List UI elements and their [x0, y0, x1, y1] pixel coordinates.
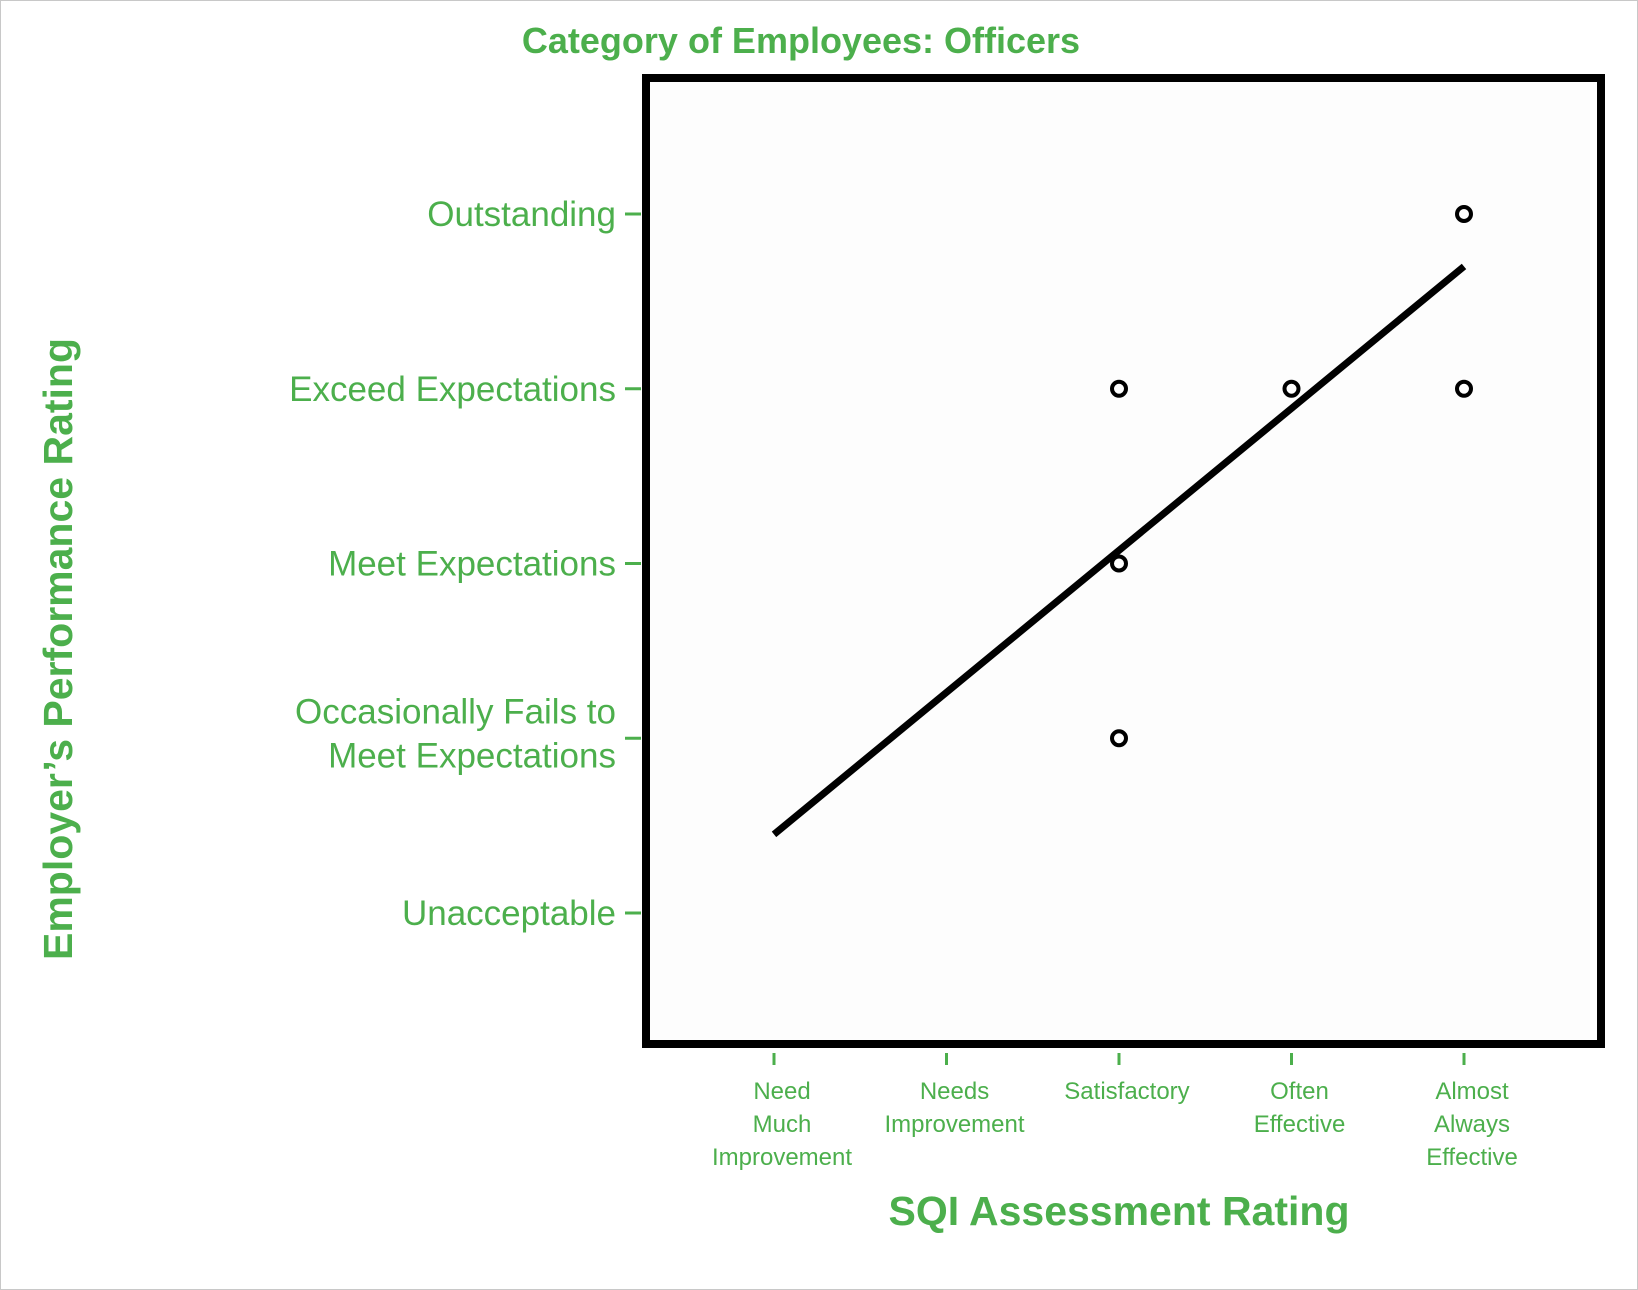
x-tick-label: Effective: [1254, 1111, 1346, 1138]
data-point: [1110, 729, 1128, 748]
y-tick-label: Unacceptable: [402, 894, 616, 933]
data-point: [1455, 379, 1473, 398]
data-point: [1282, 379, 1301, 398]
y-axis-ticks: Unacceptable Occasionally Fails to Meet Ex…: [289, 195, 641, 933]
y-axis-title: Employer’s Performance Rating: [35, 338, 81, 960]
x-tick-label: Always: [1434, 1111, 1510, 1138]
chart-title: Category of Employees: Officers: [522, 20, 1080, 61]
x-tick-label: Often: [1270, 1078, 1329, 1105]
data-points: [1110, 205, 1473, 748]
x-tick-label: Need: [753, 1078, 810, 1105]
data-point: [1455, 205, 1473, 223]
x-tick-label: Needs: [920, 1078, 989, 1105]
y-tick-label: Meet Expectations: [328, 545, 616, 584]
trend-line: [771, 263, 1467, 838]
y-tick-label: Meet Expectations: [328, 736, 616, 775]
x-tick-label: Improvement: [884, 1111, 1024, 1138]
x-tick-label: Effective: [1426, 1144, 1518, 1171]
x-axis-title: SQI Assessment Rating: [888, 1188, 1349, 1234]
x-tick-label: Almost: [1435, 1078, 1509, 1105]
data-point: [1110, 554, 1128, 573]
y-tick-label: Occasionally Fails to: [295, 692, 616, 731]
y-tick-label: Exceed Expectations: [289, 370, 616, 409]
x-tick-label: Improvement: [712, 1144, 852, 1171]
x-tick-label: Much: [753, 1111, 812, 1138]
y-tick-label: Outstanding: [427, 195, 616, 234]
x-axis-ticks: Need Much Improvement Needs Improvement Satis…: [712, 1053, 1518, 1171]
data-point: [1110, 379, 1128, 398]
x-tick-label: Satisfactory: [1064, 1078, 1189, 1105]
